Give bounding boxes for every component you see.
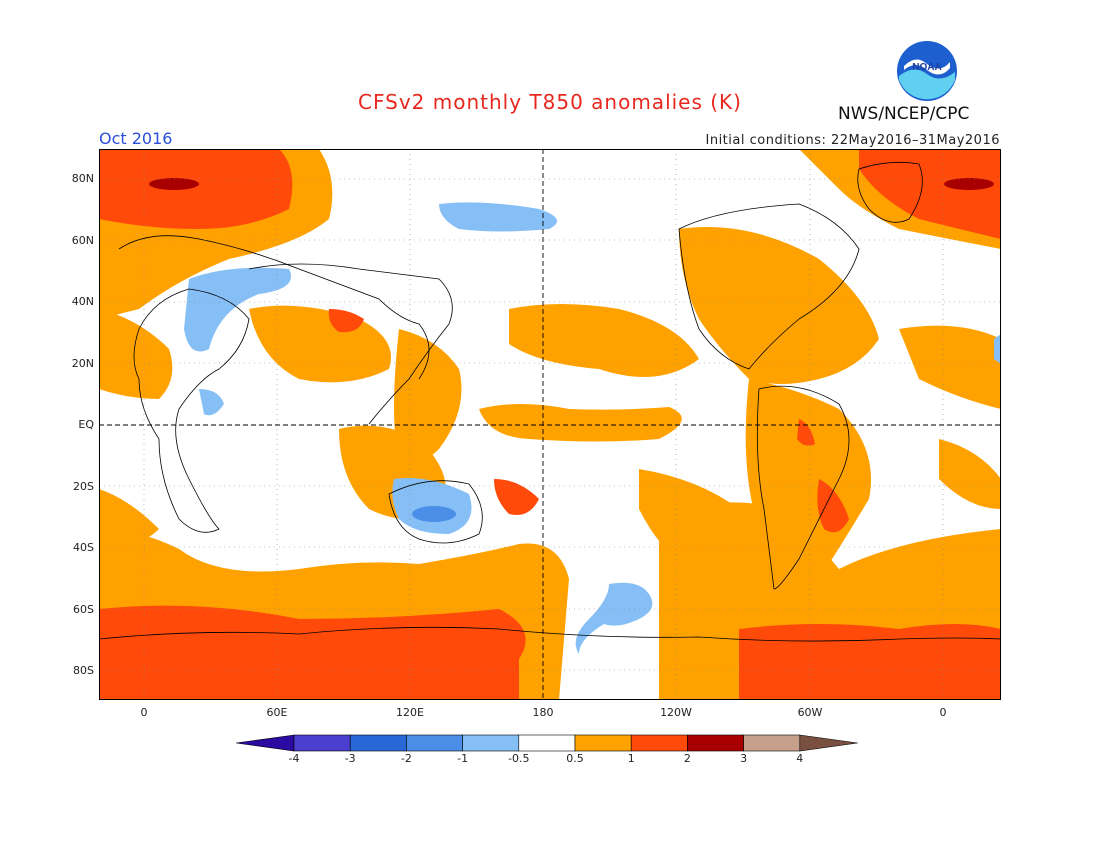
lon-label-0-east: 0 [939, 706, 947, 719]
noaa-logo: NOAA [897, 41, 957, 101]
reference-lines [99, 149, 1001, 700]
lat-label-20n: 20N [71, 357, 94, 370]
color-scale-box [518, 734, 576, 752]
svg-text:NOAA: NOAA [912, 62, 941, 73]
lat-label-60s: 60S [73, 603, 94, 616]
lon-label-120e: 120E [396, 706, 424, 719]
negative-anomaly-1-2-fill [412, 506, 456, 522]
color-scale-tick-label: -3 [344, 752, 356, 765]
color-scale-box [349, 734, 407, 752]
color-scale-tick-label: -4 [288, 752, 300, 765]
lat-label-80n: 80N [71, 172, 94, 185]
color-scale-tick-label: -0.5 [508, 752, 530, 765]
lon-label-60w: 60W [797, 706, 823, 719]
positive-anomaly-3-4-fill [149, 178, 994, 190]
positive-anomaly-2-3-fill [99, 149, 1001, 700]
lon-label-60e: 60E [266, 706, 288, 719]
anomaly-map [99, 149, 1001, 700]
lat-label-80s: 80S [73, 664, 94, 677]
forecast-month: Oct 2016 [99, 129, 173, 148]
color-scale-tick-label: 4 [796, 752, 804, 765]
color-scale-arrow-high [799, 734, 858, 752]
color-scale-tick-label: 0.5 [566, 752, 584, 765]
color-scale-box [574, 734, 632, 752]
lat-label-60n: 60N [71, 234, 94, 247]
color-scale-tick-label: 3 [740, 752, 748, 765]
lon-label-120w: 120W [660, 706, 692, 719]
color-scale-tick-label: 1 [627, 752, 635, 765]
lat-label-40s: 40S [73, 541, 94, 554]
lon-label-180: 180 [532, 706, 554, 719]
initial-conditions: Initial conditions: 22May2016–31May2016 [705, 133, 1000, 148]
lat-label-eq: EQ [78, 418, 94, 431]
color-scale-bar [236, 734, 858, 752]
color-scale-box [743, 734, 801, 752]
color-scale-tick-label: -2 [400, 752, 412, 765]
map-title: CFSv2 monthly T850 anomalies (K) [358, 90, 742, 114]
lon-label-0-west: 0 [140, 706, 148, 719]
color-scale-box [687, 734, 744, 752]
graticule [99, 149, 1001, 700]
lat-label-40n: 40N [71, 295, 94, 308]
negative-anomaly-fill [184, 202, 1001, 654]
color-scale-box [462, 734, 520, 752]
color-scale-box [630, 734, 688, 752]
color-scale-tick-label: -1 [457, 752, 469, 765]
lat-label-20s: 20S [73, 480, 94, 493]
color-scale-tick-label: 2 [683, 752, 691, 765]
agency-label: NWS/NCEP/CPC [838, 104, 970, 124]
color-scale-box [293, 734, 351, 752]
color-scale-box [406, 734, 463, 752]
color-scale-arrow-low [236, 734, 295, 752]
coastlines [99, 161, 1001, 642]
